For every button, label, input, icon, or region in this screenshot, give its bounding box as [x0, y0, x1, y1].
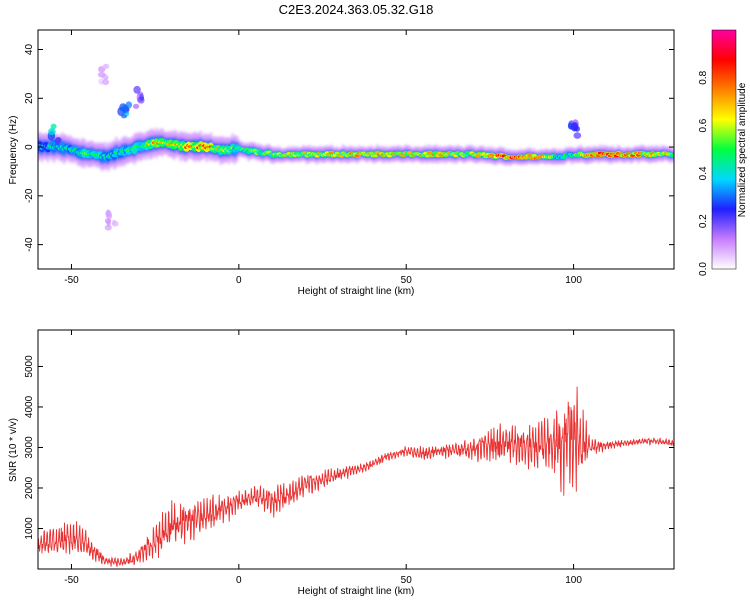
spectrogram-speckle: [139, 93, 144, 101]
spectrogram-speckle: [121, 104, 129, 114]
snr-y-tick-label: 2000: [24, 476, 35, 499]
spectrogram-speckle: [573, 132, 582, 139]
snr-y-axis-label: SNR (10 * v/v): [8, 418, 19, 482]
spectrogram-speckle: [574, 126, 581, 132]
spectrogram-speckle: [133, 85, 141, 94]
spectrogram-speckle: [105, 210, 112, 218]
spectrogram-y-tick-label: -40: [24, 237, 35, 252]
spectrogram-y-tick-label: -20: [24, 188, 35, 203]
spectrogram-panel: -50 0 50 100 40 20 0 -20 -40 Height of straight…: [8, 29, 675, 297]
colorbar-frame: [711, 29, 737, 270]
spectrogram-x-ticks: -50 0 50 100: [64, 30, 582, 286]
spectrogram-y-tick-label: 20: [24, 92, 35, 104]
snr-y-tick-label: 3000: [24, 436, 35, 459]
spectrogram-x-axis-label: Height of straight line (km): [298, 286, 415, 297]
colorbar-tick-label: 0.2: [698, 214, 709, 228]
spectrogram-speckle: [104, 218, 112, 224]
spectrogram-speckle: [48, 128, 56, 136]
spectrogram-speckle: [55, 137, 62, 142]
spectrogram-marks: [38, 63, 674, 231]
colorbar: 0.0 0.2 0.4 0.6 0.8 Normalized spectral ampl…: [698, 29, 748, 276]
spectrogram-speckle: [103, 63, 110, 69]
colorbar-ticks: 0.0 0.2 0.4 0.6 0.8: [698, 70, 709, 276]
snr-x-ticks: -50 0 50 100: [64, 330, 582, 586]
snr-panel: -50 0 50 100 1000 2000 3000 4000 5000 Height of…: [8, 329, 675, 597]
snr-frame: [37, 329, 675, 570]
snr-plot-area: [38, 330, 674, 569]
snr-marks: [38, 386, 674, 567]
colorbar-tick-label: 0.0: [698, 262, 709, 276]
snr-x-tick-label: -50: [64, 575, 79, 586]
spectrogram-speckle: [567, 122, 573, 130]
figure-title: C2E3.2024.363.05.32.G18: [278, 2, 434, 17]
colorbar-tick-label: 0.6: [698, 118, 709, 132]
spectrogram-speckle: [50, 123, 57, 130]
snr-y-tick-label: 4000: [24, 395, 35, 418]
spectrogram-speckle: [111, 220, 119, 227]
spectrogram-speckle: [50, 140, 56, 146]
spectrogram-y-tick-label: 40: [24, 44, 35, 56]
snr-x-tick-label: 100: [565, 575, 582, 586]
spectrogram-speckle: [132, 103, 140, 109]
snr-y-tick-label: 1000: [24, 517, 35, 540]
spectrogram-y-ticks: 40 20 0 -20 -40: [24, 44, 674, 252]
spectrogram-speckle: [104, 224, 112, 231]
spectrogram-cell: [670, 153, 674, 158]
spectrogram-x-tick-label: -50: [64, 275, 79, 286]
spectrogram-y-tick-label: 0: [24, 144, 35, 150]
colorbar-label: Normalized spectral amplitude: [737, 82, 748, 217]
colorbar-tick-label: 0.8: [698, 70, 709, 84]
spectrogram-speckle: [102, 79, 110, 86]
spectrogram-x-tick-label: 0: [236, 275, 242, 286]
snr-series-line: [38, 386, 674, 567]
spectrogram-x-tick-label: 100: [565, 275, 582, 286]
spectrogram-x-tick-label: 50: [401, 275, 413, 286]
snr-x-tick-label: 50: [401, 575, 413, 586]
colorbar-tick-label: 0.4: [698, 166, 709, 180]
colorbar-gradient: [712, 30, 736, 269]
spectrogram-y-axis-label: Frequency (Hz): [8, 116, 19, 185]
snr-y-ticks: 1000 2000 3000 4000 5000: [24, 355, 674, 540]
snr-x-axis-label: Height of straight line (km): [298, 586, 415, 597]
snr-y-tick-label: 5000: [24, 355, 35, 378]
spectrogram-frame: [37, 29, 675, 270]
spectrogram-speckle: [97, 71, 106, 78]
snr-x-tick-label: 0: [236, 575, 242, 586]
